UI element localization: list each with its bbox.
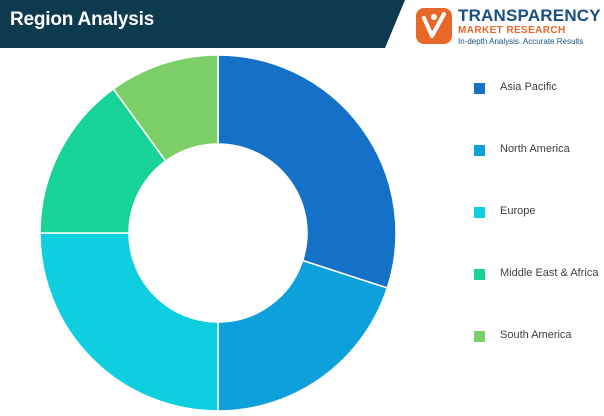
logo-tagline: In-depth Analysis. Accurate Results — [458, 37, 584, 46]
legend-label: South America — [500, 329, 572, 341]
legend-swatch — [474, 83, 485, 94]
legend-swatch — [474, 145, 485, 156]
donut-slice-south-america — [112, 54, 219, 163]
donut-slice-north-america — [217, 259, 389, 412]
header: Region Analysis TRANSPARENCY MARKET RESE… — [0, 0, 604, 48]
donut-slice-middle-east-africa — [39, 87, 167, 234]
logo-name: TRANSPARENCY — [458, 6, 601, 25]
header-bar — [0, 0, 405, 48]
legend-swatch — [474, 207, 485, 218]
header-bar-shape — [0, 0, 405, 48]
donut-chart — [39, 54, 397, 412]
tmr-logo-icon — [416, 8, 452, 44]
page-title: Region Analysis — [10, 9, 155, 30]
donut-slice-asia-pacific — [217, 54, 397, 289]
legend-swatch — [474, 269, 485, 280]
logo-subtitle: MARKET RESEARCH — [458, 25, 566, 36]
legend-swatch — [474, 331, 485, 342]
legend-label: Asia Pacific — [500, 81, 557, 93]
legend-label: North America — [500, 143, 570, 155]
legend-label: Europe — [500, 205, 536, 217]
donut-slice-europe — [39, 232, 219, 412]
company-logo: TRANSPARENCY MARKET RESEARCH In-depth An… — [412, 4, 602, 48]
legend-label: Middle East & Africa — [500, 267, 599, 279]
